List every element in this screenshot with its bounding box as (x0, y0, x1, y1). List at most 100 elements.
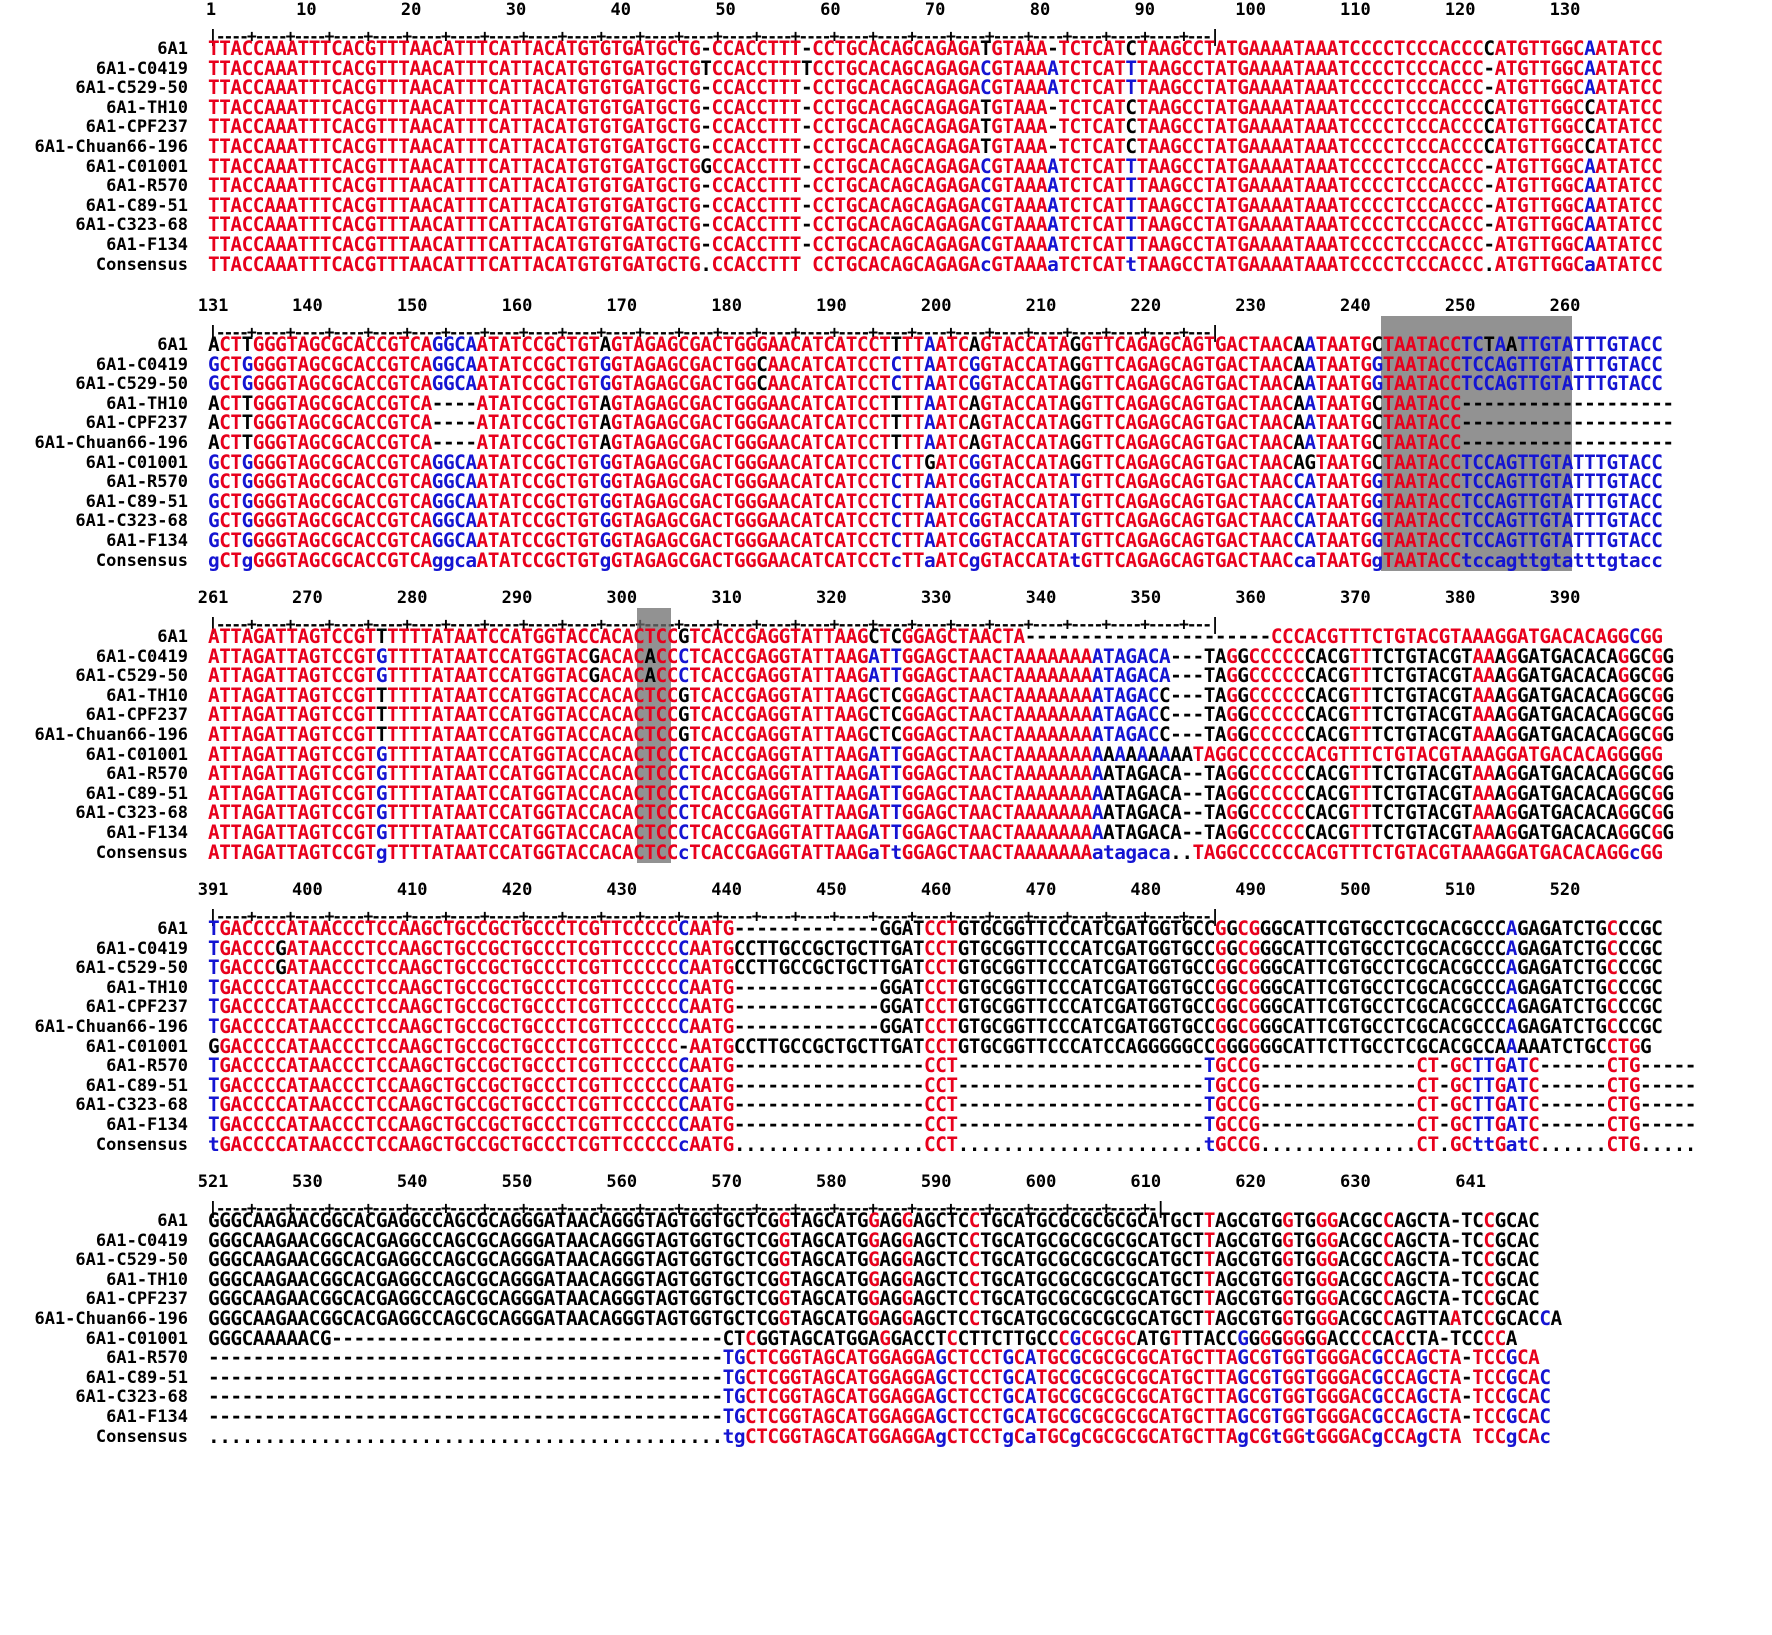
sequence-row: 6A1-C529-50 GGGCAAGAACGGCACGAGGCCAGCGCAGG… (0, 1249, 1772, 1271)
ruler-tick-label: 370 (1340, 588, 1371, 608)
sequence-residues: ----------------------------------------… (208, 1385, 1551, 1409)
ruler-tick-label: 150 (396, 296, 428, 316)
sequence-row: 6A1-C323-68 -----------------------------… (0, 1386, 1772, 1408)
sequence-label: 6A1-C0419 (95, 354, 188, 375)
sequence-label: 6A1-C323-68 (75, 1387, 188, 1408)
ruler-tick-label: 560 (606, 1172, 638, 1192)
ruler-tick-label: 420 (501, 880, 533, 900)
sequence-label: Consensus (95, 1426, 188, 1447)
ruler-line: |----+----+----+----+----+----+----+----… (208, 615, 1220, 634)
sequence-residues: TTACCAAATTTCACGTTTAACATTTCATTACATGTGTGAT… (208, 135, 1663, 158)
ruler-tick-label: 10 (296, 0, 317, 20)
sequence-residues: GCTGGGGTAGCGCACCGTCAGGCAATATCCGCTGTGGTAG… (208, 470, 1663, 494)
ruler-tick-label: 391 (197, 880, 229, 900)
sequence-residues: TGACCCCATAACCCTCCAAGCTGCCGCTGCCCTCGTTCCC… (208, 1073, 1696, 1097)
ruler-tick-label: 240 (1340, 296, 1371, 316)
sequence-residues: GGGCAAGAACGGCACGAGGCCAGCGCAGGGATAACAGGGT… (208, 1209, 1540, 1232)
sequence-label: 6A1-C529-50 (75, 1250, 188, 1271)
sequence-residues: GCTGGGGTAGCGCACCGTCAGGCAATATCCGCTGTGGTAG… (208, 529, 1663, 552)
ruler-tick-label: 1 (205, 0, 217, 20)
ruler-tick-label: 170 (606, 296, 638, 316)
sequence-residues: TTACCAAATTTCACGTTTAACATTTCATTACATGTGTGAT… (208, 56, 1663, 80)
sequence-residues: TGACCCCATAACCCTCCAAGCTGCCGCTGCCCTCGTTCCC… (208, 975, 1663, 999)
ruler-tick-label: 60 (820, 0, 841, 20)
ruler-tick-label: 580 (816, 1172, 847, 1192)
sequence-residues: TTACCAAATTTCACGTTTAACATTTCATTACATGTGTGAT… (208, 95, 1663, 119)
sequence-label: 6A1-C529-50 (75, 958, 188, 979)
sequence-label: 6A1-C0419 (95, 938, 188, 959)
sequence-residues: ATTAGATTAGTCCGTGTTTTATAATCCATGGTACGACACA… (208, 664, 1674, 688)
sequence-label: 6A1-R570 (106, 1348, 188, 1369)
ruler-tick-label: 80 (1029, 0, 1051, 20)
alignment-block-2: 131 140 150 160 170 180 190 200 210 220 230 240 250 2… (0, 296, 1772, 581)
ruler-numbers: 521 530 540 550 560 570 580 590 600 610 620 630 641 (0, 1172, 1772, 1198)
ruler-tick-label: 40 (610, 0, 632, 20)
sequence-label: 6A1-TH10 (106, 97, 188, 118)
ruler-tick-label: 230 (1235, 296, 1266, 316)
ruler-tick-label: 530 (292, 1172, 323, 1192)
sequence-label: 6A1-F134 (106, 823, 188, 843)
sequence-row: 6A1-C529-50 TTACCAAATTTCACGTTTAACATTTCATT… (0, 77, 1772, 99)
sequence-label: 6A1-C01001 (85, 744, 188, 765)
sequence-row: 6A1 GGGCAAGAACGGCACGAGGCCAGCGCAGGGATAACAG… (0, 1210, 1772, 1232)
sequence-row: 6A1-Chuan66-196 GGGCAAGAACGGCACGAGGCCAGCG… (0, 1308, 1772, 1330)
ruler-tick-label: 480 (1130, 880, 1162, 900)
sequence-residues: ATTAGATTAGTCCGTTTTTTATAATCCATGGTACCACACT… (208, 703, 1674, 727)
sequence-residues: TTACCAAATTTCACGTTTAACATTTCATTACATGTGTGAT… (208, 213, 1663, 237)
sequence-residues: TTACCAAATTTCACGTTTAACATTTCATTACATGTGTGAT… (208, 233, 1663, 256)
alignment-block-3: 261 270 280 290 300 310 320 330 340 350 360 370 380 3… (0, 588, 1772, 873)
sequence-label: Consensus (95, 550, 188, 571)
sequence-label: Consensus (95, 254, 188, 275)
sequence-residues: GCTGGGGTAGCGCACCGTCAGGCAATATCCGCTGTGGTAG… (208, 450, 1663, 474)
sequence-row: 6A1-F134 ATTAGATTAGTCCGTGTTTTATAATCCATGGT… (0, 822, 1772, 844)
sequence-row: 6A1-CPF237 TGACCCCATAACCCTCCAAGCTGCCGCTGC… (0, 996, 1772, 1018)
ruler-tick-label: 140 (292, 296, 323, 316)
ruler-tick-label: 131 (197, 296, 229, 316)
ruler-tick-label: 120 (1444, 0, 1476, 20)
ruler-tick-label: 100 (1235, 0, 1266, 20)
sequence-label: 6A1 (157, 39, 188, 59)
ruler-tick-label: 20 (400, 0, 422, 20)
sequence-row: 6A1-C89-51 ATTAGATTAGTCCGTGTTTTATAATCCATG… (0, 781, 1772, 805)
consensus-row: Consensus TTACCAAATTTCACGTTTAACATTTCATTAC… (0, 253, 1772, 276)
sequence-label: 6A1-CPF237 (85, 117, 188, 138)
sequence-row: 6A1-C89-51 ------------------------------… (0, 1366, 1772, 1389)
sequence-row: 6A1-R570 TGACCCCATAACCCTCCAAGCTGCCGCTGCCC… (0, 1055, 1772, 1077)
sequence-label: 6A1-C89-51 (85, 1075, 188, 1096)
sequence-label: 6A1-C0419 (95, 58, 188, 79)
sequence-residues: TTACCAAATTTCACGTTTAACATTTCATTACATGTGTGAT… (208, 115, 1663, 139)
sequence-residues: TGACCCGATAACCCTCCAAGCTGCCGCTGCCCTCGTTCCC… (208, 956, 1663, 980)
sequence-label: 6A1-CPF237 (85, 413, 188, 434)
sequence-row: 6A1-F134 TGACCCCATAACCCTCCAAGCTGCCGCTGCCC… (0, 1114, 1772, 1136)
ruler-tick-label: 550 (501, 1172, 533, 1192)
sequence-residues: TTACCAAATTTCACGTTTAACATTTCATTACATGTGTGAT… (208, 174, 1663, 198)
sequence-residues: GGGCAAGAACGGCACGAGGCCAGCGCAGGGATAACAGGGT… (208, 1228, 1540, 1252)
sequence-label: 6A1 (157, 335, 188, 355)
alignment-block-5: 521 530 540 550 560 570 580 590 600 610 620 630 641 |… (0, 1172, 1772, 1457)
sequence-residues: TGACCCCATAACCCTCCAAGCTGCCGCTGCCCTCGTTCCC… (208, 1113, 1696, 1136)
sequence-residues: ATTAGATTAGTCCGTTTTTTATAATCCATGGTACCACACT… (208, 723, 1674, 746)
ruler-tick-label: 270 (292, 588, 323, 608)
sequence-label: 6A1-Chuan66-196 (34, 725, 188, 745)
sequence-residues: GCTGGGGTAGCGCACCGTCAGGCAATATCCGCTGTGGTAG… (208, 509, 1663, 533)
sequence-row: 6A1-R570 --------------------------------… (0, 1347, 1772, 1369)
highlight-region (1380, 316, 1573, 572)
consensus-row: Consensus tGACCCCATAACCCTCCAAGCTGCCGCTGCC… (0, 1133, 1772, 1156)
sequence-residues: ATTAGATTAGTCCGTTTTTTATAATCCATGGTACCACACT… (208, 683, 1674, 707)
ruler-tick-label: 90 (1134, 0, 1156, 20)
sequence-label: 6A1-TH10 (106, 685, 188, 706)
sequence-residues: GGGCAAGAACGGCACGAGGCCAGCGCAGGGATAACAGGGT… (208, 1287, 1540, 1311)
ruler-tick-label: 280 (396, 588, 428, 608)
sequence-residues: TGACCCGATAACCCTCCAAGCTGCCGCTGCCCTCGTTCCC… (208, 936, 1663, 960)
sequence-residues: TTACCAAATTTCACGTTTAACATTTCATTACATGTGTGAT… (208, 37, 1663, 60)
sequence-residues: ATTAGATTAGTCCGTGTTTTATAATCCATGGTACCACACT… (208, 742, 1663, 766)
sequence-row: 6A1-C0419 GGGCAAGAACGGCACGAGGCCAGCGCAGGGA… (0, 1228, 1772, 1252)
ruler-tick-label: 430 (606, 880, 638, 900)
ruler-numbers: 391 400 410 420 430 440 450 460 470 480 490 500 510 5… (0, 880, 1772, 906)
ruler-tick-label: 330 (920, 588, 952, 608)
sequence-label: 6A1-R570 (106, 472, 188, 493)
alignment-block-4: 391 400 410 420 430 440 450 460 470 480 490 500 510 5… (0, 880, 1772, 1165)
sequence-residues: GGGCAAGAACGGCACGAGGCCAGCGCAGGGATAACAGGGT… (208, 1307, 1562, 1330)
sequence-residues: ATTAGATTAGTCCGTGTTTTATAATCCATGGTACCACACT… (208, 781, 1674, 805)
sequence-row: 6A1-C0419 ATTAGATTAGTCCGTGTTTTATAATCCATGG… (0, 645, 1772, 668)
